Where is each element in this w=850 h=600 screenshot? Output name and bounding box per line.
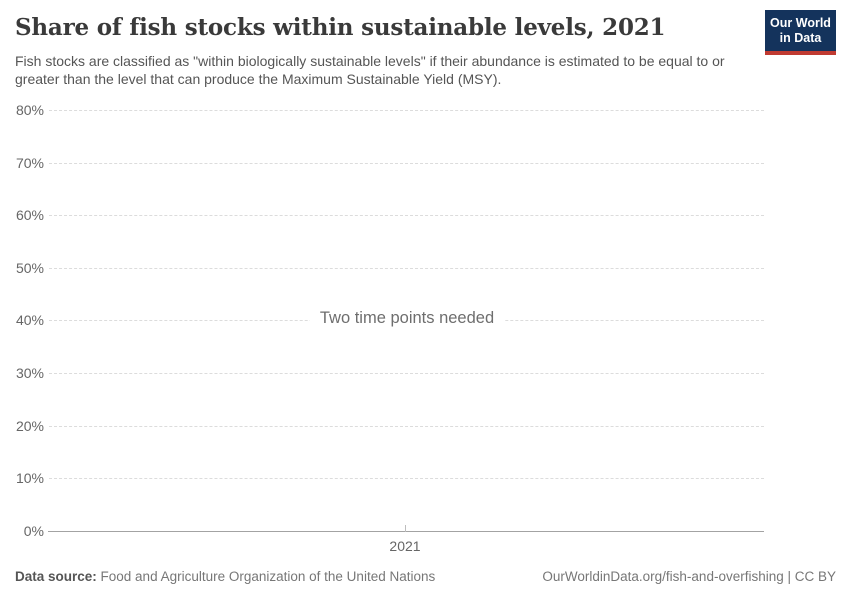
y-tick-label-70: 70% — [15, 155, 44, 171]
chart-title: Share of fish stocks within sustainable … — [15, 14, 666, 41]
owid-url-link[interactable]: OurWorldinData.org/fish-and-overfishing … — [542, 569, 836, 584]
owid-logo-line1: Our World — [770, 16, 831, 30]
y-tick-label-80: 80% — [15, 102, 44, 118]
y-tick-label-0: 0% — [23, 523, 44, 539]
owid-logo[interactable]: Our World in Data — [765, 10, 836, 55]
data-source-line: Data source: Food and Agriculture Organi… — [15, 569, 435, 584]
y-tick-label-30: 30% — [15, 365, 44, 381]
chart-subtitle: Fish stocks are classified as "within bi… — [15, 53, 725, 87]
y-tick-label-40: 40% — [15, 312, 44, 328]
data-source-label: Data source: — [15, 569, 97, 584]
no-data-note: Two time points needed — [0, 309, 814, 328]
y-tick-label-50: 50% — [15, 260, 44, 276]
gridline-20 — [49, 426, 764, 427]
gridline-50 — [49, 268, 764, 269]
no-data-note-text: Two time points needed — [309, 309, 505, 327]
gridline-60 — [49, 215, 764, 216]
y-tick-label-60: 60% — [15, 207, 44, 223]
gridline-40 — [49, 320, 764, 321]
data-source-text: Food and Agriculture Organization of the… — [96, 569, 436, 584]
x-tick-label-2021: 2021 — [389, 538, 421, 554]
gridline-30 — [49, 373, 764, 374]
gridline-10 — [49, 478, 764, 479]
owid-logo-line2: in Data — [779, 31, 822, 45]
gridline-80 — [49, 110, 764, 111]
y-tick-label-10: 10% — [15, 470, 44, 486]
x-axis-line — [48, 531, 764, 532]
gridline-70 — [49, 163, 764, 164]
x-tick-mark-2021 — [405, 525, 406, 532]
y-tick-label-20: 20% — [15, 418, 44, 434]
